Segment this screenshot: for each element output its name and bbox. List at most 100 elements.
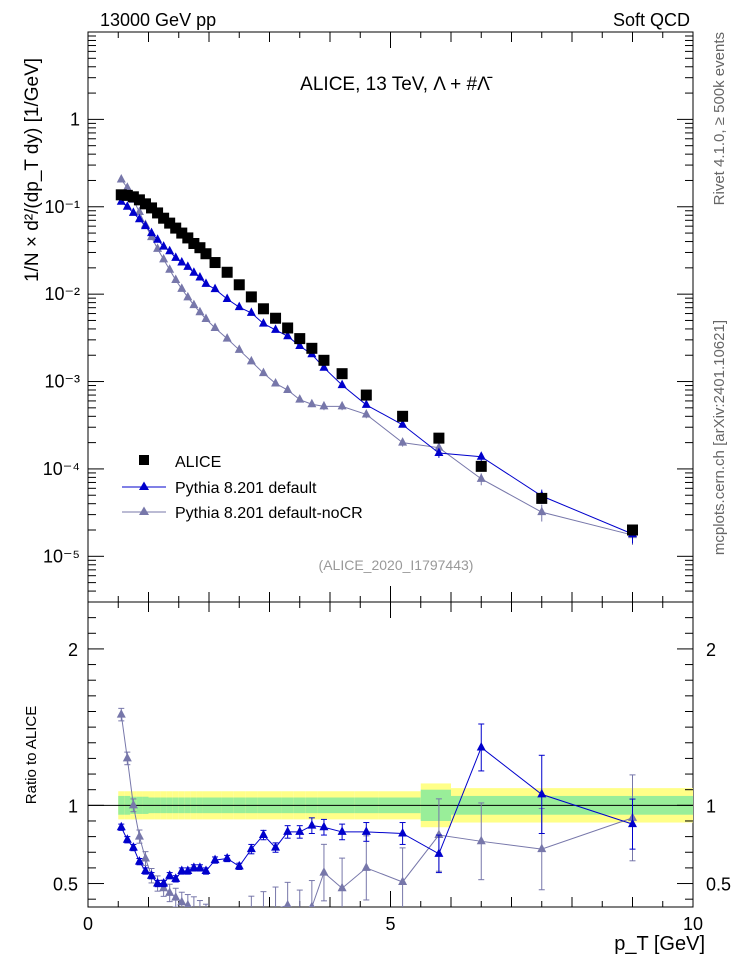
- data-point-alice: [257, 303, 269, 315]
- legend-label-alice: ALICE: [175, 454, 221, 471]
- data-point-alice: [282, 322, 294, 334]
- ratio-point-nocr: [337, 882, 347, 892]
- ratio-y-tick-label: 0.5: [53, 875, 78, 895]
- legend-label-default: Pythia 8.201 default: [175, 480, 317, 497]
- data-point-nocr: [319, 400, 329, 410]
- ratio-point-nocr: [171, 892, 181, 901]
- ratio-point-nocr: [140, 853, 150, 862]
- data-point-default: [295, 340, 305, 350]
- data-point-alice: [200, 248, 212, 260]
- data-point-alice: [360, 389, 372, 401]
- ratio-point-nocr: [134, 831, 144, 840]
- ratio-y-tick-label: 1: [68, 796, 78, 816]
- ratio-point-nocr: [165, 887, 175, 896]
- ratio-point-nocr: [122, 752, 132, 762]
- ratio-point-nocr: [116, 709, 126, 718]
- ratio-point-default: [165, 870, 175, 879]
- data-point-nocr: [122, 182, 132, 191]
- data-point-nocr: [283, 384, 293, 394]
- data-point-alice: [115, 189, 127, 201]
- ratio-point-default: [140, 865, 150, 875]
- data-point-default: [195, 272, 205, 281]
- header-right: Soft QCD: [613, 10, 690, 30]
- data-point-default: [337, 379, 347, 389]
- data-point-alice: [397, 410, 409, 422]
- data-point-default: [434, 447, 444, 457]
- data-point-default: [246, 307, 256, 316]
- data-point-alice: [127, 191, 139, 203]
- main-panel: 10⁻⁵ 10⁻⁴ 10⁻³ 10⁻² 10⁻¹ 1: [43, 31, 694, 603]
- y-tick-label: 10⁻³: [44, 372, 80, 392]
- data-point-nocr: [537, 506, 547, 516]
- ratio-point-default: [210, 854, 220, 864]
- data-point-alice: [176, 227, 188, 239]
- data-point-alice: [121, 189, 133, 201]
- data-point-default: [171, 252, 181, 261]
- main-title: ALICE, 13 TeV, Λ + #Λ̄: [300, 74, 493, 95]
- data-point-default: [147, 227, 157, 237]
- data-point-nocr: [210, 322, 220, 331]
- data-point-alice: [146, 202, 158, 214]
- ratio-point-default: [183, 865, 193, 875]
- y-tick-label: 1: [70, 109, 80, 129]
- data-point-alice: [294, 333, 306, 345]
- ratio-y-tick-label: 2: [68, 640, 78, 660]
- ratio-point-nocr: [319, 867, 329, 876]
- data-point-alice: [194, 242, 206, 254]
- legend-marker-alice: [139, 455, 149, 465]
- ratio-point-default: [283, 826, 293, 835]
- data-point-default: [134, 213, 144, 223]
- ratio-point-default: [222, 853, 232, 862]
- data-point-alice: [245, 291, 257, 303]
- data-point-nocr: [183, 291, 193, 301]
- data-point-nocr: [361, 408, 371, 418]
- data-point-alice: [433, 432, 445, 444]
- ratio-y-tick-label-right: 2: [706, 640, 716, 660]
- side-rivet: Rivet 4.1.0, ≥ 500k events: [711, 32, 728, 205]
- data-point-default: [283, 330, 293, 340]
- data-point-default: [153, 234, 163, 243]
- data-point-nocr: [246, 355, 256, 365]
- data-point-alice: [164, 217, 176, 229]
- data-point-default: [234, 301, 244, 311]
- ratio-point-default: [319, 821, 329, 831]
- ratio-point-default: [295, 826, 305, 835]
- data-point-alice: [627, 524, 638, 536]
- legend-label-nocr: Pythia 8.201 default-noCR: [175, 505, 363, 522]
- data-point-alice: [139, 198, 151, 210]
- data-point-alice: [170, 222, 182, 234]
- data-point-default: [398, 419, 408, 428]
- data-point-default: [140, 220, 150, 230]
- data-point-alice: [318, 354, 330, 366]
- data-point-nocr: [177, 283, 187, 292]
- data-point-nocr: [159, 253, 169, 263]
- ratio-point-default: [116, 821, 126, 831]
- ratio-y-tick-label-right: 0.5: [706, 875, 731, 895]
- ratio-point-default: [201, 865, 211, 875]
- data-point-default: [177, 257, 187, 266]
- ratio-point-default: [153, 878, 163, 887]
- data-point-nocr: [476, 473, 486, 482]
- ratio-point-nocr: [308, 901, 315, 907]
- data-point-nocr: [398, 437, 408, 446]
- data-point-alice: [536, 492, 548, 504]
- ratio-point-default: [434, 848, 444, 857]
- data-point-alice: [336, 368, 348, 380]
- data-point-alice: [270, 312, 282, 324]
- legend-marker-default: [139, 481, 149, 490]
- ratio-point-nocr: [434, 829, 444, 839]
- data-point-nocr: [434, 442, 444, 451]
- x-tick-label: 10: [683, 914, 703, 934]
- side-source: mcplots.cern.ch [arXiv:2401.10621]: [711, 320, 728, 555]
- data-point-default: [319, 362, 329, 371]
- ratio-point-default: [134, 856, 144, 865]
- data-point-default: [189, 267, 199, 276]
- ratio-point-default: [159, 878, 169, 887]
- data-point-alice: [209, 257, 221, 269]
- x-axis-label: p_T [GeV]: [614, 933, 705, 955]
- data-point-alice: [182, 232, 194, 244]
- data-point-default: [258, 318, 268, 327]
- ratio-point-default: [337, 826, 347, 835]
- data-point-nocr: [171, 274, 181, 284]
- ratio-point-default: [246, 843, 256, 853]
